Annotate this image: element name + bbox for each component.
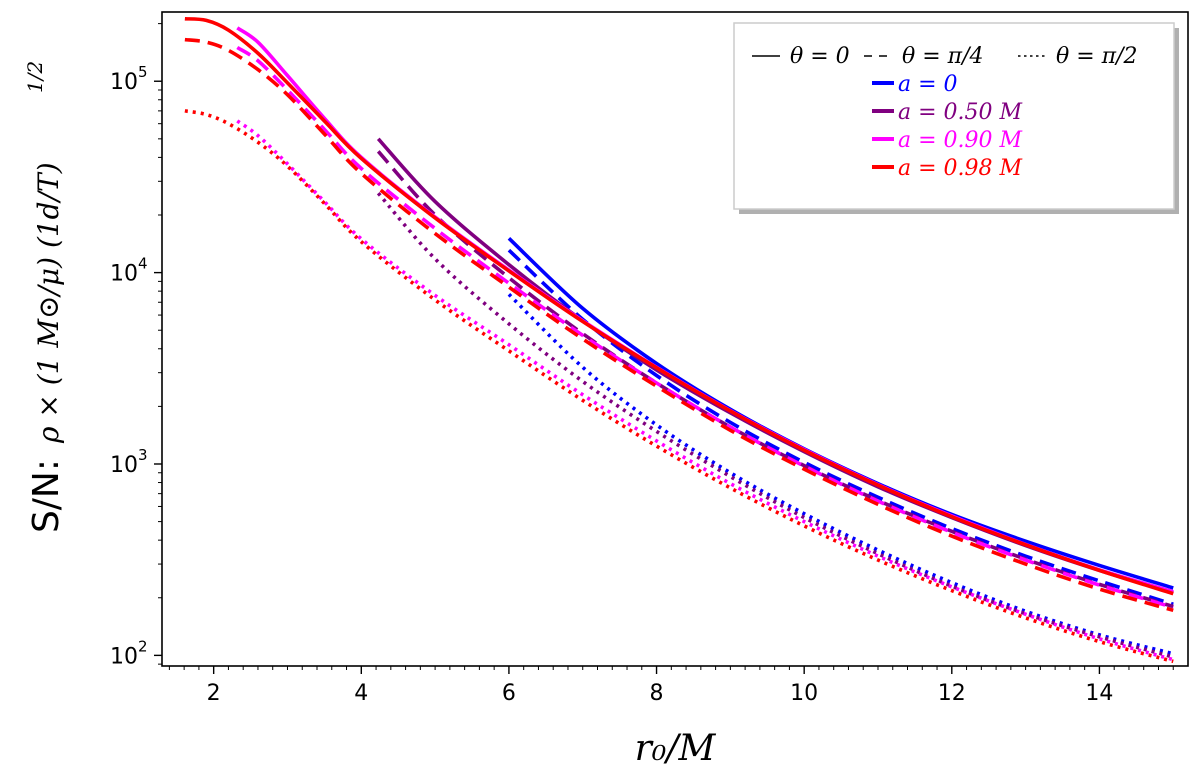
legend-color-label: a = 0.90 M: [898, 128, 1023, 153]
series-line-2: [507, 293, 1174, 656]
series-line-7: [236, 45, 1174, 610]
y-tick-exponent: 3: [138, 446, 148, 464]
y-tick-label: 10: [110, 453, 138, 478]
legend-style-label: θ = 0: [790, 44, 850, 69]
x-tick-label: 4: [354, 681, 368, 706]
legend-color-label: a = 0.98 M: [898, 156, 1023, 181]
y-axis-label-prefix: S/N:: [26, 459, 67, 533]
x-axis-label: r₀/M: [635, 728, 717, 769]
series-line-9: [184, 16, 1174, 596]
y-tick-exponent: 4: [138, 255, 148, 273]
x-tick-label: 2: [207, 681, 221, 706]
x-tick-label: 10: [790, 681, 818, 706]
series-line-11: [184, 109, 1174, 664]
legend-style-label: θ = π/4: [902, 44, 984, 69]
x-tick-label: 12: [938, 681, 966, 706]
y-tick-label: 10: [110, 262, 138, 287]
y-axis-label: S/N: ρ × (1 M⊙/μ) (1d/T) 1/2: [23, 61, 67, 533]
y-tick-label: 10: [110, 644, 138, 669]
y-axis-label-exponent: 1/2: [23, 61, 47, 93]
series-line-4: [376, 150, 1174, 609]
x-tick-label: 6: [502, 681, 516, 706]
legend-style-label: θ = π/2: [1056, 44, 1138, 69]
plot-frame: [161, 11, 1189, 667]
series-line-5: [376, 192, 1174, 659]
legend: θ = 0 θ = π/4 θ = π/2 a = 0 a = 0.50 M a = 0.…: [733, 22, 1179, 214]
series-line-1: [507, 248, 1174, 606]
y-axis-label-math: ρ × (1 M⊙/μ) (1d/T): [32, 162, 65, 444]
series-line-8: [236, 119, 1174, 662]
y-tick-exponent: 2: [138, 637, 148, 655]
y-tick-label: 10: [110, 70, 138, 95]
legend-color-label: a = 0: [898, 72, 958, 97]
series-line-10: [184, 37, 1174, 613]
legend-color-label: a = 0.50 M: [898, 100, 1023, 125]
x-tick-label: 8: [650, 681, 664, 706]
axis-labels: r₀/M S/N: ρ × (1 M⊙/μ) (1d/T) 1/2: [23, 61, 716, 769]
x-tick-label: 14: [1085, 681, 1113, 706]
series-layer: [184, 16, 1174, 664]
y-tick-exponent: 5: [138, 63, 148, 81]
legend-frame: [733, 22, 1175, 210]
